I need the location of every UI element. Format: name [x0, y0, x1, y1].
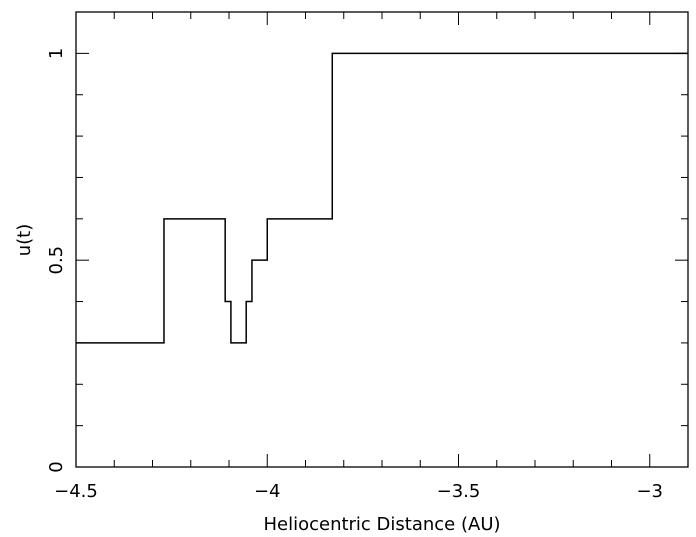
y-tick-label: 0.5 [46, 246, 67, 275]
x-tick-label: −3 [636, 481, 663, 502]
axis-ticks [75, 11, 689, 468]
y-tick-label: 1 [46, 48, 67, 59]
x-tick-labels: −4.5 −4 −3.5 −3 [54, 481, 663, 502]
x-tick-label: −3.5 [437, 481, 481, 502]
plot-frame [75, 11, 689, 468]
x-axis-label: Heliocentric Distance (AU) [263, 514, 500, 535]
y-tick-label: 0 [46, 461, 67, 472]
x-tick-label: −4 [254, 481, 281, 502]
y-axis-label: u(t) [14, 224, 35, 257]
x-tick-label: −4.5 [54, 481, 98, 502]
series-line [76, 52, 688, 344]
y-tick-labels: 00.51 [46, 48, 67, 473]
